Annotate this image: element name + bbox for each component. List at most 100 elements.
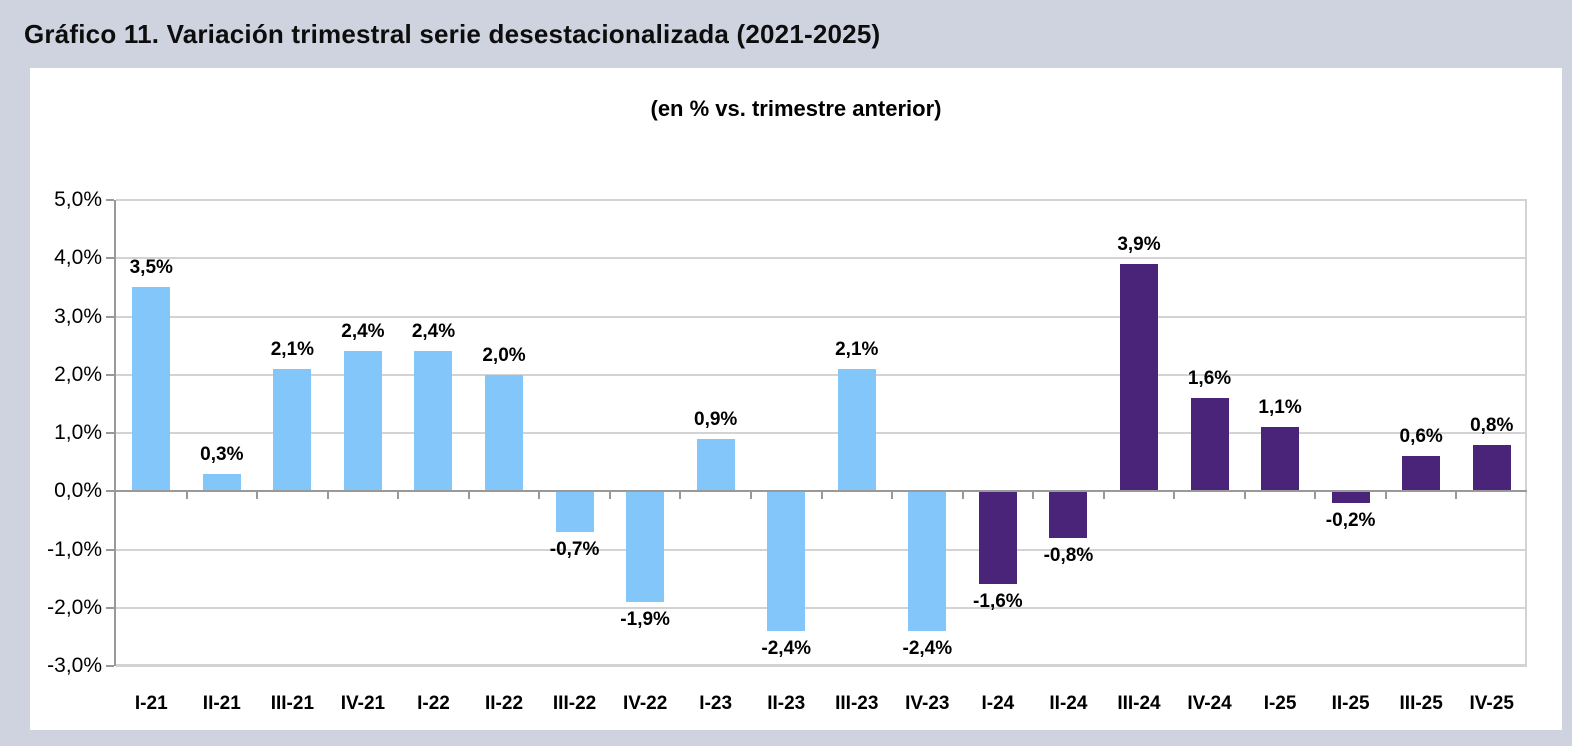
gridline-5,0% (116, 199, 1527, 201)
y-axis-tick (106, 432, 114, 434)
bar-value-label-IV-23: -2,4% (902, 638, 953, 660)
bar-I-22 (414, 351, 453, 492)
bar-III-22 (555, 491, 594, 533)
x-axis-label-IV-25: IV-25 (1469, 693, 1514, 714)
x-axis-tick (1243, 491, 1246, 500)
x-axis-tick (749, 491, 752, 500)
bar-I-23 (696, 438, 735, 492)
bar-I-21 (132, 287, 171, 492)
x-axis-label-I-22: I-22 (417, 693, 450, 714)
gridline-1,0% (116, 432, 1527, 434)
bar-II-22 (485, 374, 524, 492)
x-axis-label-IV-24: IV-24 (1187, 693, 1232, 714)
x-axis-label-I-23: I-23 (699, 693, 733, 714)
x-axis-tick (961, 491, 964, 500)
bar-value-label-I-22: 2,4% (411, 321, 456, 343)
y-axis-tick (106, 490, 114, 493)
x-axis-label-II-25: II-25 (1331, 693, 1370, 714)
bar-value-label-IV-21: 2,4% (341, 321, 385, 343)
bar-value-label-III-21: 2,1% (270, 338, 315, 360)
y-axis-label--3,0%: -3,0% (47, 654, 102, 677)
x-axis-label-I-21: I-21 (134, 693, 168, 714)
x-axis-tick (1314, 491, 1317, 500)
y-axis-tick (106, 315, 114, 318)
y-axis-label-2,0%: 2,0% (54, 362, 102, 386)
x-axis-tick (1384, 491, 1387, 500)
x-axis-tick (397, 491, 400, 500)
bar-value-label-II-22: 2,0% (482, 344, 526, 366)
bar-value-label-II-24: -0,8% (1043, 544, 1094, 566)
y-axis-label-0,0%: 0,0% (54, 479, 102, 503)
bar-value-label-II-25: -0,2% (1325, 509, 1376, 531)
bar-value-label-II-23: -2,4% (761, 638, 812, 660)
bar-IV-22 (626, 491, 665, 602)
bar-value-label-IV-25: 0,8% (1470, 414, 1514, 436)
bar-I-24 (978, 491, 1017, 585)
gridline-4,0% (116, 257, 1527, 260)
x-axis-tick (1173, 491, 1176, 500)
x-axis-tick (1032, 491, 1035, 500)
bar-value-label-I-21: 3,5% (129, 257, 173, 279)
x-axis-tick (1102, 491, 1105, 500)
y-axis-label-3,0%: 3,0% (54, 304, 102, 328)
x-axis-label-IV-22: IV-22 (622, 693, 668, 714)
x-axis-label-III-23: III-23 (835, 693, 879, 714)
x-axis-label-III-22: III-22 (552, 693, 597, 714)
plot-area: 5,0% 4,0% 3,0% 2,0% 1,0% 0,0% -1,0% -2,0% -3,0% 3… (47, 188, 1527, 714)
gridline--2,0% (116, 606, 1527, 609)
bar-value-label-III-23: 2,1% (835, 338, 879, 360)
y-axis-tick (106, 373, 114, 376)
bar-III-24 (1119, 264, 1158, 492)
bar-I-25 (1261, 427, 1300, 492)
bar-IV-21 (343, 351, 382, 492)
y-axis-tick (106, 257, 114, 260)
bar-IV-24 (1190, 398, 1229, 492)
x-axis-zero-line (114, 490, 1527, 493)
bar-III-21 (273, 368, 312, 492)
bar-III-23 (837, 368, 876, 492)
bar-value-label-IV-24: 1,6% (1187, 368, 1232, 390)
chart-panel: (en % vs. trimestre anterior) 5,0% 4,0% 3,… (30, 68, 1562, 730)
gridline--1,0% (116, 548, 1527, 551)
x-axis-label-III-24: III-24 (1117, 693, 1161, 714)
x-axis-label-III-21: III-21 (270, 693, 315, 714)
y-axis-tick (106, 665, 114, 667)
bar-value-label-I-23: 0,9% (694, 408, 738, 430)
y-axis-tick (106, 548, 114, 551)
y-axis-label--1,0%: -1,0% (47, 537, 102, 561)
bar-III-25 (1402, 456, 1441, 492)
x-axis-tick (538, 491, 541, 500)
bar-value-label-III-22: -0,7% (549, 539, 600, 561)
x-axis-tick (256, 491, 259, 500)
x-axis-tick (1455, 491, 1458, 500)
x-axis-label-II-22: II-22 (485, 693, 524, 714)
x-axis-label-I-24: I-24 (981, 693, 1015, 714)
y-axis-label-4,0%: 4,0% (54, 246, 102, 270)
chart-title-bar: Gráfico 11. Variación trimestral serie d… (0, 0, 1572, 68)
bar-value-label-III-25: 0,6% (1399, 426, 1443, 448)
bar-II-25 (1331, 491, 1370, 503)
bar-II-23 (767, 491, 806, 632)
y-axis-label-5,0%: 5,0% (54, 188, 102, 211)
bar-IV-23 (908, 491, 947, 632)
x-axis-tick (326, 491, 329, 500)
bar-IV-25 (1472, 444, 1511, 492)
x-axis-label-IV-21: IV-21 (340, 693, 386, 714)
bar-value-label-I-25: 1,1% (1258, 397, 1302, 419)
gridline-3,0% (116, 315, 1527, 318)
x-axis-label-III-25: III-25 (1399, 693, 1443, 714)
bar-II-21 (202, 473, 241, 492)
x-axis-label-IV-23: IV-23 (905, 693, 950, 714)
y-axis-tick (106, 199, 114, 201)
gridline-2,0% (116, 373, 1527, 376)
x-axis-label-II-21: II-21 (202, 693, 241, 714)
chart-title: Gráfico 11. Variación trimestral serie d… (24, 18, 881, 49)
y-axis-label--2,0%: -2,0% (47, 595, 102, 619)
gridline--3,0% (116, 665, 1527, 667)
y-axis-tick (106, 606, 114, 609)
x-axis-label-I-25: I-25 (1263, 693, 1297, 714)
bar-value-label-IV-22: -1,9% (620, 608, 670, 630)
x-axis-tick (185, 491, 188, 500)
x-axis-tick (467, 491, 470, 500)
